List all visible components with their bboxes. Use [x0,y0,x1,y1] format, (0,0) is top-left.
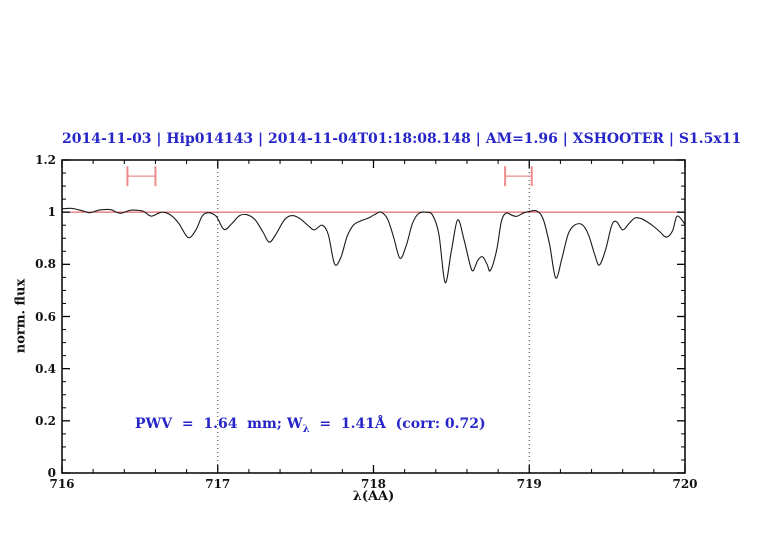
y-tick-label: 1.2 [35,153,56,167]
spectrum-line [61,207,686,284]
pwv-annotation-prefix: PWV = 1.64 mm; W [135,416,303,432]
y-tick-label: 0.8 [35,257,56,272]
y-tick-label: 0.6 [35,309,56,324]
y-tick-label: 0 [47,466,56,480]
x-tick-label: 716 [49,477,75,491]
plot-title: 2014-11-03 | Hip014143 | 2014-11-04T01:1… [62,131,742,147]
x-tick-label: 719 [516,477,542,491]
y-tick-label: 0.4 [35,361,56,376]
pwv-annotation: PWV = 1.64 mm; Wλ = 1.41Å (corr: 0.72) [135,416,486,435]
x-tick-label: 717 [205,477,231,491]
pwv-annotation-subscript: λ [302,423,310,435]
x-axis-label: λ(AA) [352,489,395,504]
x-tick-label: 720 [672,477,698,491]
x-tick-label: 718 [360,477,387,491]
y-tick-label: 1 [47,205,56,220]
pwv-annotation-suffix: = 1.41Å (corr: 0.72) [309,416,486,432]
y-tick-label: 0.2 [35,413,56,428]
